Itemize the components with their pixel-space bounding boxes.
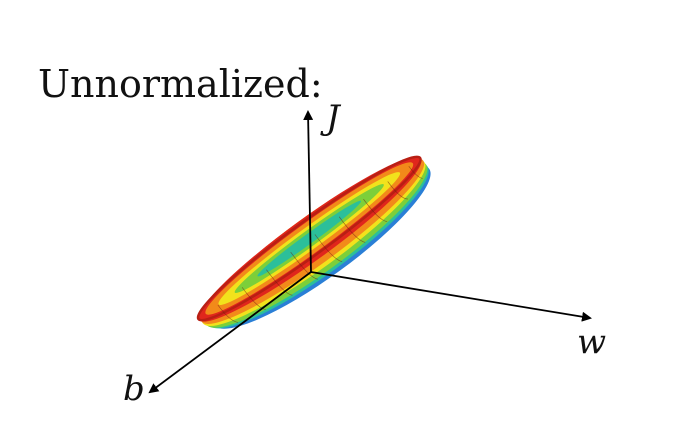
- mesh-lines: [217, 166, 423, 323]
- w-axis-line: [310, 271, 592, 322]
- axes: [148, 110, 592, 394]
- inner-teal: [257, 200, 362, 277]
- elongated-cost-bowl: [196, 155, 431, 329]
- j-axis-label: J: [326, 98, 340, 138]
- b-axis-label: b: [123, 369, 145, 409]
- diagram-title: Unnormalized:: [38, 62, 323, 106]
- b-axis-line: [148, 271, 312, 394]
- w-axis-label: w: [577, 322, 607, 362]
- bowl-rim: [196, 155, 422, 322]
- j-axis-line: [303, 110, 314, 273]
